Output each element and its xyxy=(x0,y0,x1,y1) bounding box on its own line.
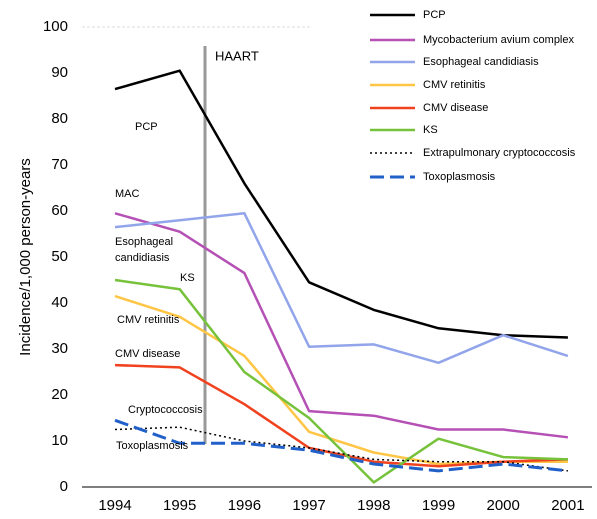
series-line xyxy=(114,294,568,466)
legend-label: KS xyxy=(423,124,438,136)
y-tick-label: 70 xyxy=(51,156,68,173)
y-tick-label: 60 xyxy=(51,202,68,219)
annotation: candidiasis xyxy=(115,252,170,264)
series-line xyxy=(114,363,568,468)
annotation: PCP xyxy=(135,121,158,133)
legend-label: Extrapulmonary cryptococcosis xyxy=(423,147,576,159)
y-tick-label: 40 xyxy=(51,294,68,311)
x-tick-label: 1996 xyxy=(228,497,261,514)
x-tick-label: 1994 xyxy=(98,497,131,514)
y-tick-label: 80 xyxy=(51,110,68,127)
legend-label: Mycobacterium avium complex xyxy=(423,34,574,46)
series-line xyxy=(114,212,569,439)
legend-label: Esophageal candidiasis xyxy=(423,56,539,68)
x-tick-label: 2001 xyxy=(551,497,584,514)
x-tick-label: 1997 xyxy=(292,497,325,514)
series-line xyxy=(114,418,569,473)
legend-label: Toxoplasmosis xyxy=(423,171,496,183)
x-tick-label: 1995 xyxy=(163,497,196,514)
x-tick-label: 1999 xyxy=(422,497,455,514)
y-tick-label: 30 xyxy=(51,340,68,357)
y-axis-label: Incidence/1,000 person-years xyxy=(17,158,34,356)
series-line xyxy=(114,69,568,339)
y-tick-label: 10 xyxy=(51,432,68,449)
x-tick-label: 2000 xyxy=(487,497,520,514)
y-tick-label: 0 xyxy=(60,478,68,495)
y-tick-label: 50 xyxy=(51,248,68,265)
annotation: KS xyxy=(180,272,195,284)
series-line xyxy=(114,212,569,365)
series-line xyxy=(114,426,569,472)
y-tick-label: 90 xyxy=(51,64,68,81)
y-tick-label: 20 xyxy=(51,386,68,403)
series-line xyxy=(114,278,568,484)
haart-label: HAART xyxy=(215,48,259,63)
annotation: CMV disease xyxy=(115,348,180,360)
annotation: Cryptococcosis xyxy=(128,404,203,416)
annotation: Esophageal xyxy=(115,236,173,248)
annotation: Toxoplasmosis xyxy=(116,440,189,452)
legend-label: CMV retinitis xyxy=(423,79,486,91)
legend-label: CMV disease xyxy=(423,102,488,114)
legend-label: PCP xyxy=(423,9,446,21)
y-tick-label: 100 xyxy=(43,18,68,35)
annotation: MAC xyxy=(115,188,140,200)
annotation: CMV retinitis xyxy=(117,314,180,326)
x-tick-label: 1998 xyxy=(357,497,390,514)
